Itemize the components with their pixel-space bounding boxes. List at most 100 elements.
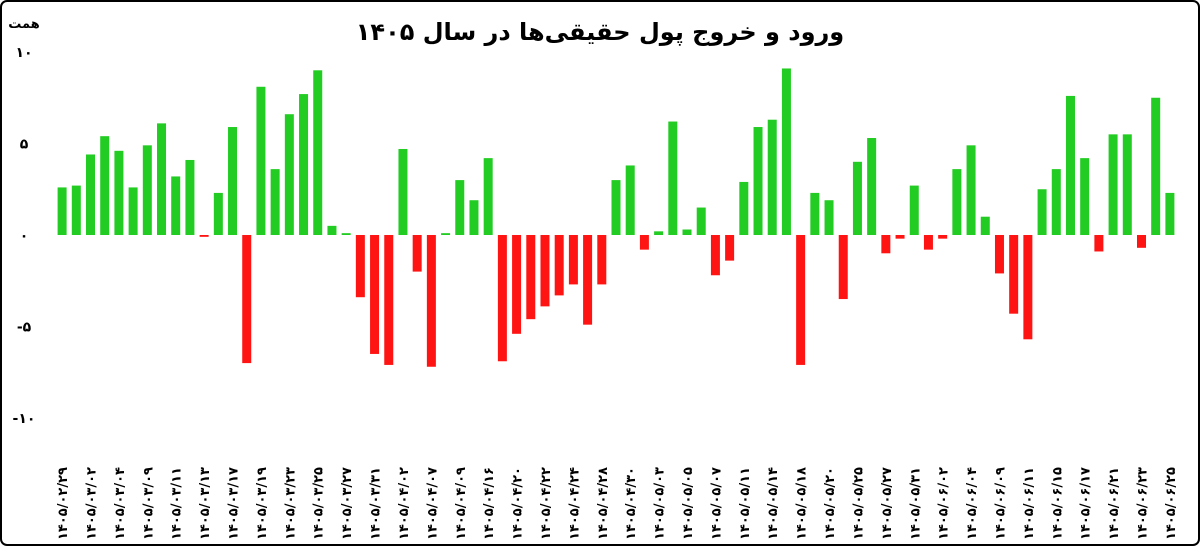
bar [753,127,763,235]
y-unit: همت [8,17,40,32]
x-tick-label: ۱۴۰۵/۰۴/۰۹ [454,467,469,540]
bar [796,235,806,365]
bar [1080,158,1090,235]
x-tick-label: ۱۴۰۵/۰۶/۰۲ [937,467,952,540]
bar [966,145,976,235]
y-tick-label: -۵ [17,320,32,336]
bar [1108,134,1118,235]
bar [810,192,820,235]
bar [299,94,309,235]
x-tick-label: ۱۴۰۵/۰۳/۱۱ [170,467,185,540]
bar [483,158,493,235]
bar [57,187,67,235]
bar [1136,235,1146,248]
bar [1094,235,1104,252]
x-tick-label: ۱۴۰۵/۰۵/۱۴ [766,467,781,540]
bar [725,235,735,261]
bar [568,235,578,285]
bar [497,235,507,362]
bar [1023,235,1033,340]
x-tick-label: ۱۴۰۵/۰۶/۰۹ [993,467,1008,540]
x-tick-label: ۱۴۰۵/۰۵/۰۵ [681,467,696,540]
bar [185,159,195,235]
bar [256,86,266,236]
bar [284,114,294,235]
bar [994,235,1004,274]
x-tick-label: ۱۴۰۵/۰۵/۱۱ [738,467,753,540]
bar [597,235,607,285]
bar [1051,169,1061,235]
x-tick-label: ۱۴۰۵/۰۶/۲۱ [1107,467,1122,540]
x-tick-label: ۱۴۰۵/۰۴/۱۶ [482,467,497,540]
x-tick-label: ۱۴۰۵/۰۶/۰۴ [965,467,980,540]
bar [867,138,877,235]
bar [1122,134,1132,235]
bar [71,185,81,235]
bar [142,145,152,235]
bar [370,235,380,354]
bar [199,235,209,237]
y-tick-label: -۱۰ [13,411,36,427]
bar [455,180,465,235]
x-tick-label: ۱۴۰۵/۰۵/۱۸ [795,467,810,540]
x-tick-label: ۱۴۰۵/۰۳/۱۷ [227,467,242,540]
bar [654,231,664,235]
bar [86,154,96,235]
bar [696,207,706,235]
bar [1151,97,1161,235]
bar [540,235,550,307]
bar [270,169,280,235]
bar [526,235,536,320]
bar [1037,189,1047,235]
bar [639,235,649,250]
bar [923,235,933,250]
x-tick-label: ۱۴۰۵/۰۳/۲۵ [312,467,327,540]
bar [881,235,891,254]
chart-title: ورود و خروج پول حقیقی‌ها در سال ۱۴۰۵ [356,18,844,46]
bar [242,235,252,364]
bar [313,70,323,235]
y-tick-label: ۱۰ [15,45,32,61]
x-tick-label: ۱۴۰۵/۰۳/۰۹ [141,467,156,540]
bar [980,216,990,235]
bar [838,235,848,300]
bar [909,185,919,235]
x-tick-label: ۱۴۰۵/۰۵/۲۰ [823,467,838,540]
bar [668,121,678,235]
y-tick-label: ۰ [20,228,29,244]
bar [412,235,422,272]
x-tick-label: ۱۴۰۵/۰۴/۲۰ [511,467,526,540]
x-tick-label: ۱۴۰۵/۰۳/۲۷ [340,467,355,540]
x-tick-label: ۱۴۰۵/۰۶/۲۳ [1135,467,1150,540]
x-tick-label: ۱۴۰۵/۰۴/۲۴ [567,467,582,540]
bar [625,165,635,235]
x-tick-label: ۱۴۰۵/۰۳/۱۹ [255,467,270,540]
bar [512,235,522,334]
x-tick-label: ۱۴۰۵/۰۴/۲۲ [539,467,554,540]
bar [441,233,451,235]
x-tick-label: ۱۴۰۵/۰۴/۲۸ [596,467,611,540]
bar [171,176,181,235]
bar [384,235,394,365]
bar [824,200,834,235]
bar [469,200,479,235]
x-tick-label: ۱۴۰۵/۰۵/۲۵ [851,467,866,540]
x-tick-label: ۱۴۰۵/۰۶/۱۱ [1022,467,1037,540]
x-tick-label: ۱۴۰۵/۰۵/۲۷ [880,467,895,540]
bar [355,235,365,298]
x-tick-label: ۱۴۰۵/۰۳/۰۲ [85,467,100,540]
x-tick-label: ۱۴۰۵/۰۵/۰۷ [709,467,724,540]
x-tick-label: ۱۴۰۵/۰۵/۳۱ [908,467,923,540]
x-tick-label: ۱۴۰۵/۰۶/۱۷ [1079,467,1094,540]
bar [157,123,167,235]
bar [128,187,138,235]
bar [1065,95,1075,235]
x-tick-label: ۱۴۰۵/۰۴/۳۰ [624,467,639,540]
bar [327,225,337,235]
bar [228,127,238,235]
bar [952,169,962,235]
bar [341,233,351,235]
x-tick-label: ۱۴۰۵/۰۴/۰۲ [397,467,412,540]
x-tick-label: ۱۴۰۵/۰۳/۰۴ [113,467,128,540]
bar [426,235,436,367]
